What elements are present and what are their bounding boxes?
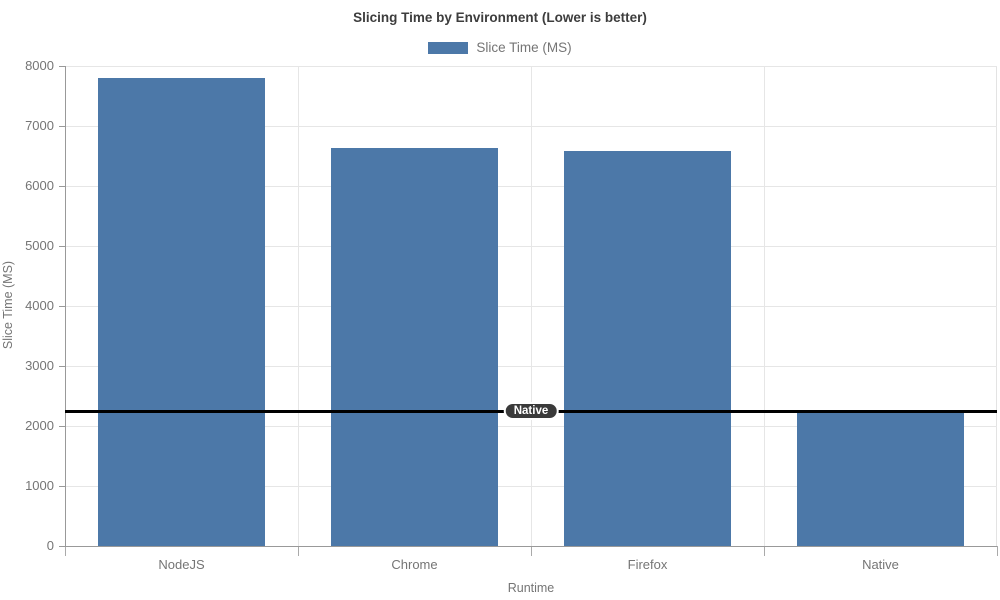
- v-gridline: [297, 66, 299, 546]
- legend-swatch: [428, 41, 469, 54]
- plot-area: Native: [65, 65, 997, 547]
- bar-chrome: [330, 148, 499, 546]
- y-tick: [59, 186, 65, 187]
- legend-label: Slice Time (MS): [476, 40, 572, 55]
- x-category-label: Native: [862, 557, 899, 572]
- reference-line-label: Native: [503, 402, 559, 420]
- y-tick-label: 0: [46, 538, 54, 553]
- x-category-label: Chrome: [391, 557, 438, 572]
- x-category-label: Firefox: [627, 557, 668, 572]
- x-axis-title: Runtime: [507, 581, 555, 595]
- x-boundary-tick: [298, 546, 299, 556]
- y-tick-label: 8000: [25, 58, 54, 73]
- y-tick-label: 4000: [25, 298, 54, 313]
- legend: Slice Time (MS): [0, 40, 1000, 55]
- y-tick: [59, 486, 65, 487]
- x-boundary-tick: [997, 546, 998, 556]
- bar-nodejs: [97, 78, 266, 546]
- y-tick: [59, 126, 65, 127]
- x-boundary-tick: [65, 546, 66, 556]
- y-tick: [59, 246, 65, 247]
- v-gridline: [763, 66, 765, 546]
- y-tick-label: 2000: [25, 418, 54, 433]
- y-tick-label: 7000: [25, 118, 54, 133]
- y-tick: [59, 426, 65, 427]
- y-tick-label: 3000: [25, 358, 54, 373]
- y-tick: [59, 546, 65, 547]
- x-boundary-tick: [531, 546, 532, 556]
- y-tick-label: 6000: [25, 178, 54, 193]
- bar-native: [796, 411, 965, 546]
- y-tick: [59, 366, 65, 367]
- x-category-label: NodeJS: [158, 557, 205, 572]
- y-axis-line: [65, 66, 66, 546]
- bar-firefox: [563, 150, 732, 546]
- y-tick-label: 5000: [25, 238, 54, 253]
- v-gridline: [530, 66, 532, 546]
- y-tick: [59, 66, 65, 67]
- x-boundary-tick: [764, 546, 765, 556]
- x-axis-line: [65, 546, 997, 547]
- y-tick-label: 1000: [25, 478, 54, 493]
- y-tick: [59, 306, 65, 307]
- chart-title: Slicing Time by Environment (Lower is be…: [353, 10, 647, 25]
